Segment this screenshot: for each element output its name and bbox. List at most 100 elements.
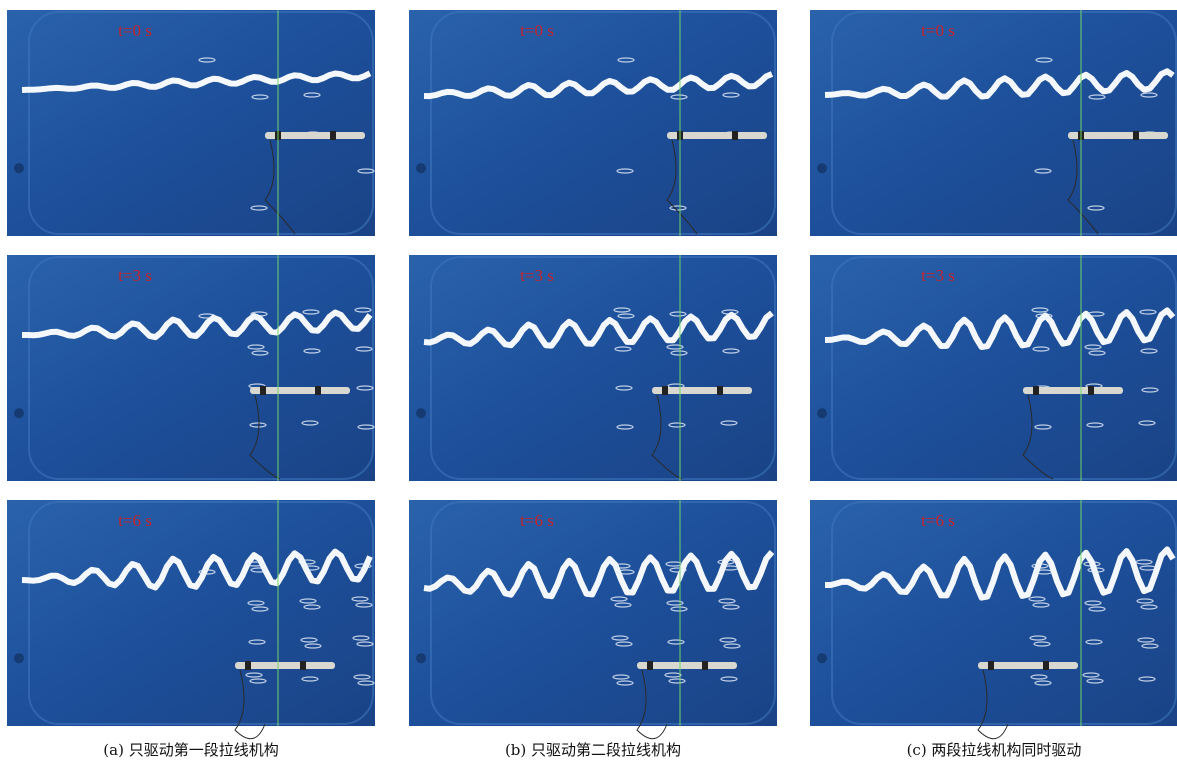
ripple bbox=[303, 604, 321, 610]
light-reflection bbox=[825, 546, 1176, 601]
ripple bbox=[245, 672, 263, 678]
water-background bbox=[409, 255, 777, 481]
water-background bbox=[7, 500, 375, 726]
ripple bbox=[1138, 420, 1156, 426]
ripple bbox=[1087, 205, 1105, 211]
tether bbox=[264, 139, 296, 235]
tether bbox=[249, 394, 281, 480]
ripple bbox=[719, 637, 737, 643]
ripple bbox=[1082, 672, 1100, 678]
photo-panel: t=3 s bbox=[810, 255, 1177, 481]
ripple bbox=[302, 309, 320, 315]
ripple bbox=[355, 602, 373, 608]
ripple bbox=[1088, 606, 1106, 612]
ripple bbox=[251, 94, 269, 100]
pool-wall bbox=[28, 11, 374, 235]
robot-joint bbox=[702, 661, 708, 670]
drain bbox=[14, 408, 24, 419]
time-label: t=0 s bbox=[921, 21, 955, 40]
drain bbox=[817, 408, 827, 419]
ripple bbox=[1035, 57, 1053, 63]
ripple bbox=[668, 422, 686, 428]
robot-body bbox=[1068, 132, 1168, 139]
robot-joint bbox=[1133, 131, 1139, 140]
photo-panel: t=0 s bbox=[409, 10, 777, 236]
robot-joint bbox=[300, 661, 306, 670]
ripple bbox=[301, 676, 319, 682]
pool-wall bbox=[831, 11, 1177, 235]
ripple bbox=[722, 348, 740, 354]
ripple bbox=[1034, 168, 1052, 174]
ripple bbox=[299, 598, 317, 604]
robot-joint bbox=[260, 386, 266, 395]
robot-joint bbox=[245, 661, 251, 670]
ripple bbox=[615, 641, 633, 647]
ripple bbox=[611, 635, 629, 641]
photo-panel: t=0 s bbox=[810, 10, 1177, 236]
ripple bbox=[1033, 641, 1051, 647]
water-background bbox=[810, 500, 1177, 726]
ripple bbox=[614, 346, 632, 352]
robot-joint bbox=[647, 661, 653, 670]
tether bbox=[1067, 139, 1099, 235]
ripple bbox=[357, 424, 375, 430]
ripple bbox=[300, 637, 318, 643]
ripple bbox=[302, 565, 320, 571]
ripple bbox=[1141, 643, 1159, 649]
ripple bbox=[612, 674, 630, 680]
ripple bbox=[1088, 350, 1106, 356]
time-label: t=0 s bbox=[520, 21, 554, 40]
ripple bbox=[1029, 635, 1047, 641]
time-label: t=6 s bbox=[520, 511, 554, 530]
pool-wall bbox=[831, 501, 1177, 725]
ripple bbox=[247, 600, 265, 606]
water-background bbox=[810, 10, 1177, 236]
drain bbox=[416, 653, 426, 664]
ripple bbox=[616, 680, 634, 686]
ripple bbox=[1031, 307, 1049, 313]
ripple bbox=[1138, 676, 1156, 682]
ripple bbox=[301, 420, 319, 426]
ripple bbox=[616, 424, 634, 430]
panel-caption: (c) 两段拉线机构同时驱动 bbox=[907, 741, 1082, 759]
ripple bbox=[353, 674, 371, 680]
ripple bbox=[670, 606, 688, 612]
ripple bbox=[248, 639, 266, 645]
light-reflection bbox=[21, 70, 372, 93]
robot-joint bbox=[988, 661, 994, 670]
tether bbox=[651, 394, 683, 480]
drain bbox=[416, 408, 426, 419]
pool-wall bbox=[28, 256, 374, 480]
ripple bbox=[250, 311, 268, 317]
tether bbox=[234, 669, 266, 740]
ripple bbox=[251, 606, 269, 612]
ripple bbox=[1140, 92, 1158, 98]
ripple bbox=[298, 559, 316, 565]
ripple bbox=[198, 569, 216, 575]
ripple bbox=[303, 92, 321, 98]
ripple bbox=[720, 676, 738, 682]
ripple bbox=[721, 309, 739, 315]
photo-panel: t=6 s bbox=[810, 500, 1177, 740]
robot-body bbox=[1023, 387, 1123, 394]
robot-joint bbox=[330, 131, 336, 140]
robot-body bbox=[667, 132, 767, 139]
ripple bbox=[1083, 561, 1101, 567]
ripple bbox=[1030, 674, 1048, 680]
ripple bbox=[1035, 313, 1053, 319]
robot-joint bbox=[732, 131, 738, 140]
ripple bbox=[303, 348, 321, 354]
ripple bbox=[613, 307, 631, 313]
ripple bbox=[1032, 346, 1050, 352]
ripple bbox=[669, 567, 687, 573]
robot-joint bbox=[1088, 386, 1094, 395]
time-label: t=0 s bbox=[118, 21, 152, 40]
ripple bbox=[352, 635, 370, 641]
robot-body bbox=[637, 662, 737, 669]
ripple bbox=[1137, 637, 1155, 643]
ripple bbox=[1035, 569, 1053, 575]
ripple bbox=[1034, 680, 1052, 686]
ripple bbox=[354, 563, 372, 569]
water-background bbox=[409, 500, 777, 726]
light-reflection bbox=[22, 309, 373, 341]
